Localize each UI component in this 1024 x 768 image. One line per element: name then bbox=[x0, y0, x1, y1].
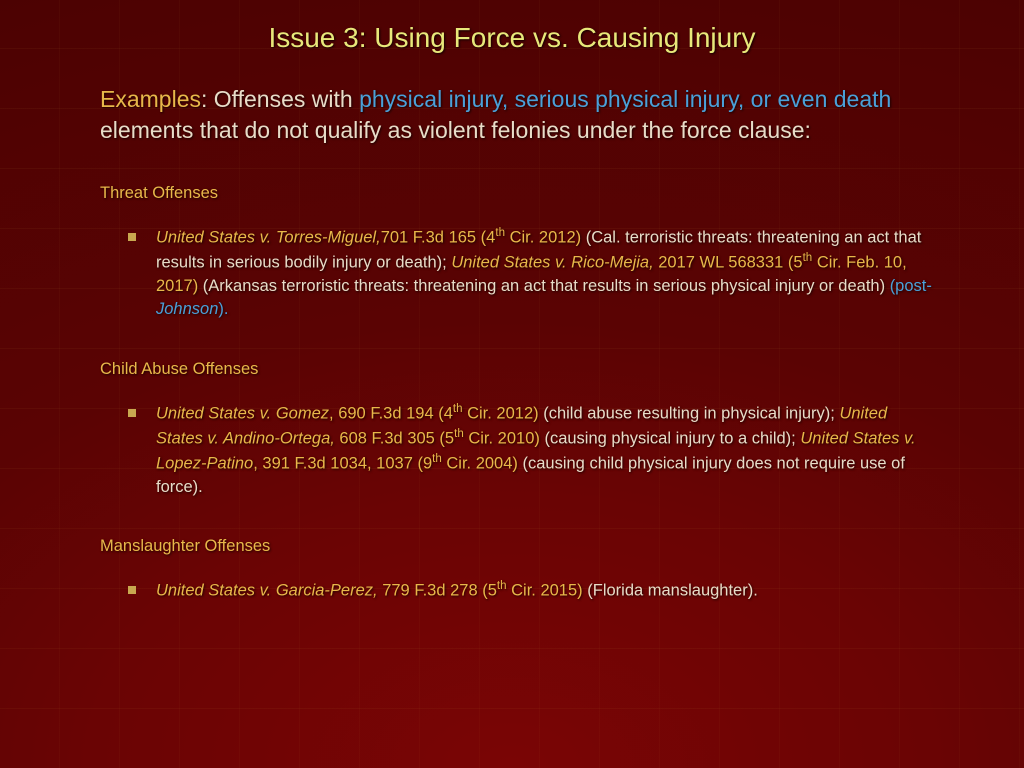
intro-post: elements that do not qualify as violent … bbox=[100, 117, 811, 143]
text-run: Johnson bbox=[156, 300, 218, 318]
text-run: th bbox=[497, 580, 507, 592]
text-run: Cir. 2010) bbox=[464, 429, 540, 447]
text-run: (child abuse resulting in physical injur… bbox=[539, 404, 840, 422]
square-bullet-icon bbox=[128, 586, 136, 594]
text-run: , 690 F.3d 194 (4 bbox=[329, 404, 453, 422]
text-run: th bbox=[495, 227, 505, 239]
text-run: th bbox=[432, 453, 442, 465]
text-run: (Florida manslaughter). bbox=[583, 581, 758, 599]
text-run: 779 F.3d 278 (5 bbox=[378, 581, 497, 599]
intro-pre: : Offenses with bbox=[201, 86, 359, 112]
text-run: Cir. 2015) bbox=[507, 581, 583, 599]
text-run: (post- bbox=[890, 277, 932, 295]
text-run: 701 F.3d 165 (4 bbox=[381, 229, 496, 247]
text-run: Cir. 2012) bbox=[463, 404, 539, 422]
bullet-item: United States v. Gomez, 690 F.3d 194 (4t… bbox=[128, 401, 934, 499]
text-run: Cir. 2004) bbox=[442, 454, 518, 472]
text-run: th bbox=[454, 428, 464, 440]
bullet-text: United States v. Gomez, 690 F.3d 194 (4t… bbox=[156, 401, 934, 499]
bullet-item: United States v. Torres-Miguel,701 F.3d … bbox=[128, 225, 934, 322]
intro-paragraph: Examples: Offenses with physical injury,… bbox=[100, 84, 934, 146]
section-heading: Manslaughter Offenses bbox=[100, 537, 934, 556]
text-run: th bbox=[453, 403, 463, 415]
text-run: ). bbox=[218, 300, 228, 318]
slide-content: Examples: Offenses with physical injury,… bbox=[0, 54, 1024, 603]
examples-label: Examples bbox=[100, 86, 201, 112]
bullet-text: United States v. Torres-Miguel,701 F.3d … bbox=[156, 225, 934, 322]
text-run: United States v. Torres-Miguel, bbox=[156, 229, 381, 247]
text-run: United States v. Garcia-Perez, bbox=[156, 581, 378, 599]
text-run: (causing physical injury to a child); bbox=[540, 429, 800, 447]
text-run: Cir. 2012) bbox=[505, 229, 581, 247]
text-run: , 391 F.3d 1034, 1037 (9 bbox=[253, 454, 432, 472]
square-bullet-icon bbox=[128, 233, 136, 241]
intro-highlight: physical injury, serious physical injury… bbox=[359, 86, 891, 112]
text-run: (Arkansas terroristic threats: threateni… bbox=[198, 277, 889, 295]
bullet-item: United States v. Garcia-Perez, 779 F.3d … bbox=[128, 578, 934, 603]
section-heading: Child Abuse Offenses bbox=[100, 360, 934, 379]
text-run: 608 F.3d 305 (5 bbox=[335, 429, 454, 447]
bullet-text: United States v. Garcia-Perez, 779 F.3d … bbox=[156, 578, 758, 603]
text-run: United States v. Gomez bbox=[156, 404, 329, 422]
text-run: United States v. Rico-Mejia, bbox=[451, 254, 653, 272]
text-run: 2017 WL 568331 (5 bbox=[654, 254, 803, 272]
text-run: th bbox=[803, 252, 813, 264]
sections-container: Threat Offenses United States v. Torres-M… bbox=[100, 184, 934, 603]
section-heading: Threat Offenses bbox=[100, 184, 934, 203]
slide-title: Issue 3: Using Force vs. Causing Injury bbox=[0, 0, 1024, 54]
square-bullet-icon bbox=[128, 409, 136, 417]
